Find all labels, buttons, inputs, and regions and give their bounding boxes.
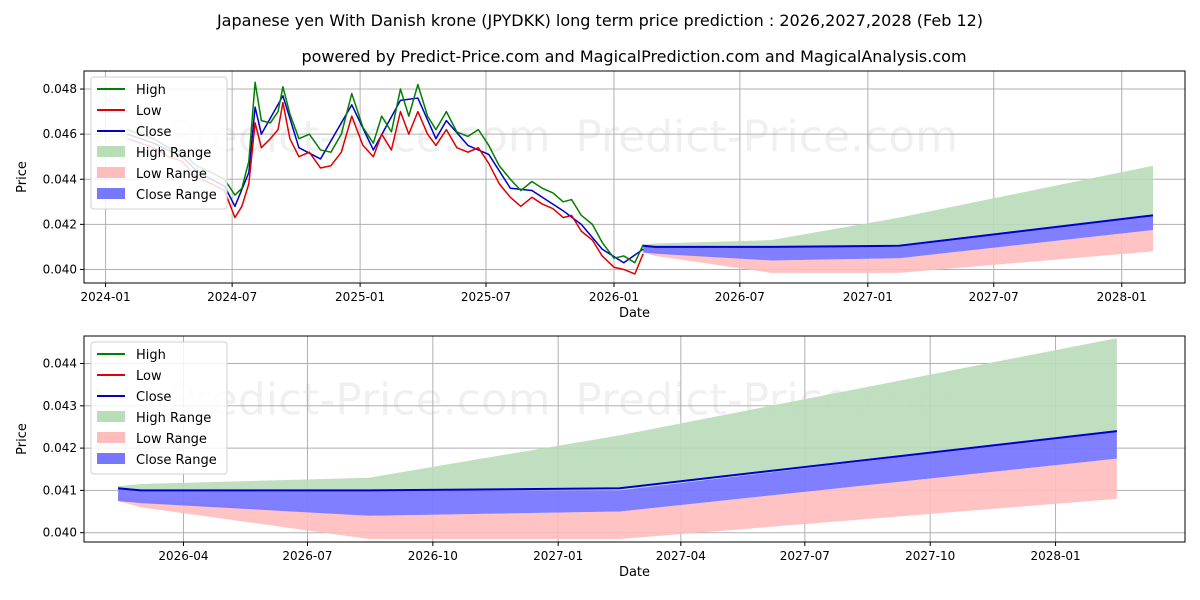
axes-frame xyxy=(83,335,1186,543)
legend-label: Close Range xyxy=(136,188,217,203)
legend-label: High Range xyxy=(136,411,211,426)
x-tick-label: 2025-01 xyxy=(335,290,385,304)
legend-label: Close xyxy=(136,390,171,405)
legend-label: Close Range xyxy=(136,453,217,468)
x-axis-label: Date xyxy=(619,565,650,580)
low-history-line xyxy=(126,101,644,275)
y-tick-label: 0.040 xyxy=(43,526,77,540)
y-tick-label: 0.040 xyxy=(43,262,77,276)
x-tick-label: 2028-01 xyxy=(1097,290,1147,304)
watermark-text: Predict-Price.com xyxy=(168,374,551,425)
top-panel: Predict-Price.com Predict-Price.com0.0400… xyxy=(15,70,1186,321)
legend-label: High xyxy=(136,348,166,363)
low-range-band xyxy=(643,230,1154,273)
y-tick-label: 0.042 xyxy=(43,441,77,455)
legend-swatch-box xyxy=(97,453,125,464)
y-tick-label: 0.046 xyxy=(43,127,77,141)
x-tick-label: 2027-01 xyxy=(843,290,893,304)
plot-area xyxy=(117,338,1117,540)
high-range-band xyxy=(643,165,1154,247)
x-tick-label: 2024-01 xyxy=(80,290,130,304)
x-tick-label: 2028-01 xyxy=(1030,549,1080,563)
x-tick-label: 2027-10 xyxy=(905,549,955,563)
y-tick-label: 0.048 xyxy=(43,82,77,96)
close-forecast-line xyxy=(643,214,1154,248)
legend-swatch-box xyxy=(97,411,125,422)
legend-label: High Range xyxy=(136,146,211,161)
close-range-band xyxy=(118,431,1117,516)
x-tick-label: 2027-07 xyxy=(969,290,1019,304)
y-axis-label: Price xyxy=(15,161,30,193)
y-tick-label: 0.043 xyxy=(43,399,77,413)
y-tick-label: 0.042 xyxy=(43,217,77,231)
chart-subtitle: powered by Predict-Price.com and Magical… xyxy=(301,47,966,66)
low-range-band xyxy=(118,458,1117,540)
y-tick-label: 0.044 xyxy=(43,172,77,186)
legend-label: Low Range xyxy=(136,432,207,447)
legend-label: Low xyxy=(136,104,162,119)
x-tick-label: 2025-07 xyxy=(461,290,511,304)
y-tick-label: 0.044 xyxy=(43,356,77,370)
x-tick-label: 2027-07 xyxy=(780,549,830,563)
high-history-line xyxy=(126,81,644,264)
x-tick-label: 2026-07 xyxy=(715,290,765,304)
close-forecast-line xyxy=(117,430,1117,492)
x-tick-label: 2026-01 xyxy=(589,290,639,304)
x-tick-label: 2026-10 xyxy=(408,549,458,563)
legend-label: Low Range xyxy=(136,167,207,182)
bottom-panel: Predict-Price.com Predict-Price.com0.0400… xyxy=(15,335,1186,580)
y-axis-label: Price xyxy=(15,423,30,455)
legend-label: Low xyxy=(136,369,162,384)
x-tick-label: 2024-07 xyxy=(207,290,257,304)
chart-title: Japanese yen With Danish krone (JPYDKK) … xyxy=(216,11,983,30)
watermark-text: Predict-Price.com xyxy=(575,112,958,163)
axes-frame xyxy=(83,70,1186,284)
legend-label: High xyxy=(136,83,166,98)
legend-label: Close xyxy=(136,125,171,140)
x-tick-label: 2026-04 xyxy=(158,549,208,563)
legend-swatch-box xyxy=(97,432,125,443)
legend-swatch-box xyxy=(97,167,125,178)
close-range-band xyxy=(643,215,1154,261)
x-tick-label: 2027-04 xyxy=(656,549,706,563)
x-axis-label: Date xyxy=(619,306,650,321)
legend-swatch-box xyxy=(97,188,125,199)
y-tick-label: 0.041 xyxy=(43,483,77,497)
x-tick-label: 2027-01 xyxy=(533,549,583,563)
x-tick-label: 2026-07 xyxy=(282,549,332,563)
legend-swatch-box xyxy=(97,146,125,157)
high-range-band xyxy=(118,338,1117,491)
